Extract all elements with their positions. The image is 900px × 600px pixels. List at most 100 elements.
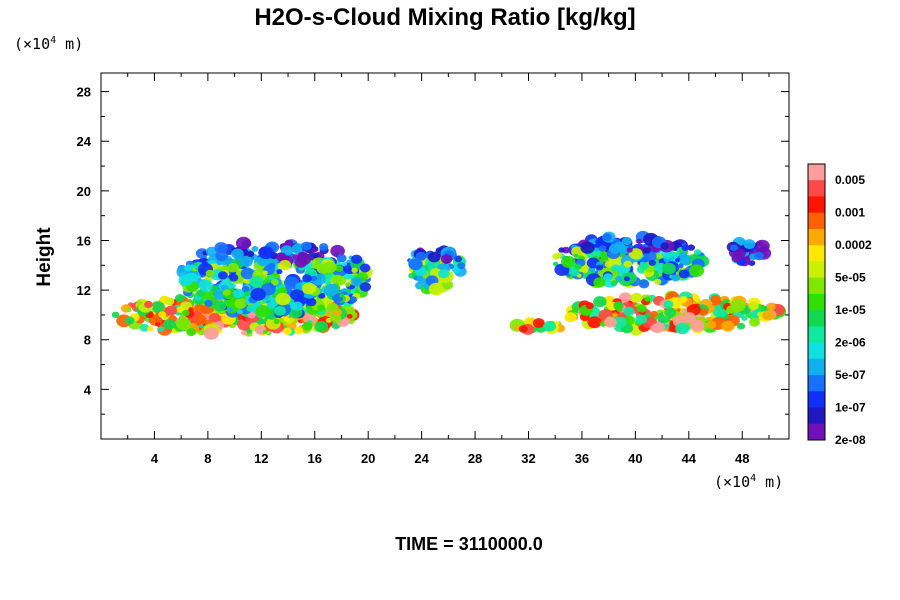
cloud-cell: [415, 251, 427, 261]
y-tick-label: 24: [77, 134, 92, 149]
svg-text:(×104 m): (×104 m): [14, 35, 83, 53]
colorbar-label: 5e-07: [835, 368, 866, 382]
x-unit-prefix: (×10: [714, 473, 750, 491]
cloud-cell: [622, 237, 632, 246]
cloud-cell: [194, 314, 207, 325]
cloud-cell: [178, 274, 194, 287]
cloud-cell: [650, 310, 658, 318]
cloud-cell: [204, 299, 213, 307]
cloud-cell: [598, 245, 607, 252]
cloud-cell: [594, 247, 600, 252]
y-unit-exp: 4: [50, 35, 56, 46]
colorbar-swatch: [808, 212, 825, 230]
cloud-cell: [302, 321, 313, 331]
cloud-cell: [313, 253, 319, 258]
cloud-cell: [306, 297, 317, 307]
y-tick-label: 16: [77, 233, 91, 248]
cloud-cell: [273, 318, 280, 325]
cloud-cell: [351, 277, 363, 287]
cloud-cell: [203, 291, 215, 300]
x-tick-label: 4: [151, 451, 159, 466]
cloud-cell: [636, 238, 643, 244]
colorbar-swatch: [808, 326, 825, 344]
cloud-cell: [677, 263, 684, 269]
cloud-cell: [624, 315, 636, 325]
cloud-cell: [689, 264, 705, 278]
cloud-cell: [611, 266, 617, 272]
x-unit-exp: 4: [750, 473, 756, 484]
x-tick-label: 12: [254, 451, 268, 466]
cloud-cell: [346, 313, 353, 319]
cloud-cell: [616, 243, 627, 253]
x-tick-label: 40: [628, 451, 642, 466]
cloud-cell: [302, 312, 317, 324]
cloud-cell: [654, 278, 662, 285]
cloud-cell: [331, 314, 342, 323]
cloud-cell: [278, 260, 292, 271]
cloud-cell: [604, 260, 613, 268]
cloud-cell: [316, 263, 330, 274]
cloud-cell: [675, 258, 681, 263]
cloud-cell: [227, 307, 233, 312]
cloud-cell: [250, 288, 266, 301]
cloud-cell: [236, 276, 246, 284]
y-unit-tail: m): [56, 35, 83, 53]
cloud-field: [111, 230, 787, 340]
cloud-cell: [593, 296, 607, 308]
y-tick-label: 4: [84, 382, 92, 397]
cloud-cell: [240, 267, 255, 280]
colorbar-swatch: [808, 164, 825, 181]
cloud-cell: [137, 300, 143, 305]
y-axis-label: Height: [34, 227, 55, 287]
cloud-cell: [661, 262, 676, 275]
colorbar: 0.005 0.001 0.0002 5e-05 1e-05 2e-06 5e-07 1e-0…: [807, 163, 872, 447]
cloud-cell: [630, 292, 643, 303]
cloud-cell: [644, 251, 657, 262]
cloud-cell: [359, 282, 371, 292]
x-tick-label: 36: [575, 451, 589, 466]
cloud-cell: [710, 294, 721, 304]
cloud-cell: [643, 247, 651, 254]
cloud-cell: [325, 317, 332, 323]
x-tick-label: 48: [735, 451, 749, 466]
cloud-cell: [457, 262, 466, 270]
colorbar-swatch: [808, 342, 825, 360]
colorbar-swatch: [808, 293, 825, 311]
cloud-cell: [428, 282, 444, 296]
x-unit-tail: m): [756, 473, 783, 491]
cloud-cell: [263, 329, 268, 334]
colorbar-label: 5e-05: [835, 271, 866, 285]
cloud-cell: [593, 277, 606, 288]
cloud-cell: [595, 238, 604, 246]
cloud-cell: [664, 307, 677, 318]
chart-title: H2O-s-Cloud Mixing Ratio [kg/kg]: [254, 4, 635, 31]
cloud-cell: [454, 255, 463, 263]
cloud-cell: [239, 255, 254, 268]
cloud-cell: [336, 254, 347, 263]
cloud-cell: [635, 314, 647, 325]
cloud-cell: [274, 306, 286, 316]
cloud-cell: [532, 318, 545, 328]
cloud-cell: [614, 303, 622, 310]
cloud-cell: [144, 300, 153, 309]
cloud-cell: [348, 296, 358, 303]
cloud-cell: [283, 327, 292, 335]
y-tick-label: 12: [77, 283, 91, 298]
colorbar-swatch: [808, 245, 825, 262]
cloud-cell: [158, 311, 167, 318]
cloud-cell: [586, 257, 600, 269]
cloud-cell: [139, 323, 149, 332]
colorbar-swatch: [808, 391, 825, 409]
cloud-cell: [624, 276, 630, 282]
cloud-cell: [341, 261, 347, 267]
y-unit-label: (×104 m): [14, 35, 83, 53]
cloud-cell: [726, 305, 737, 314]
cloud-cell: [339, 293, 345, 298]
cloud-cell: [572, 307, 578, 312]
cloud-cell: [585, 302, 594, 310]
cloud-cell: [648, 259, 656, 266]
cloud-cell: [126, 307, 132, 313]
cloud-cell: [543, 320, 556, 332]
cloud-cell: [438, 269, 450, 279]
